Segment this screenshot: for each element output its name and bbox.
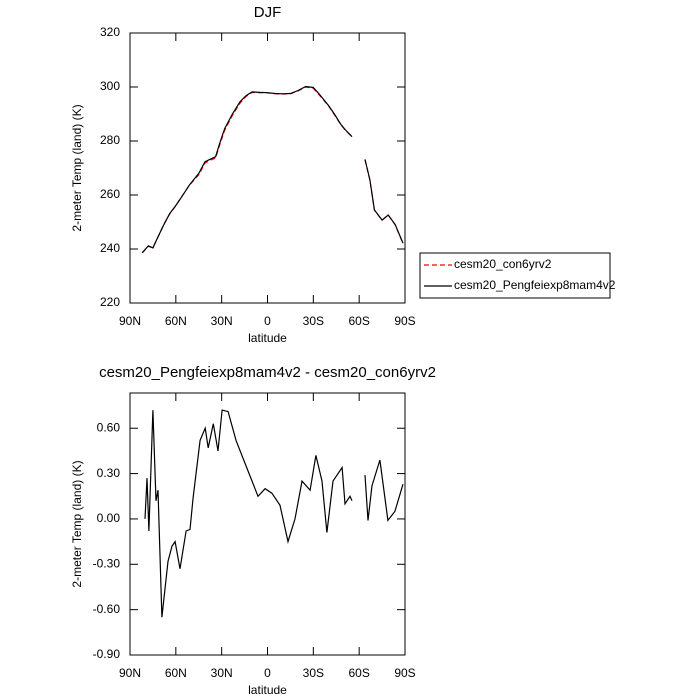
x-axis-label: latitude xyxy=(248,331,287,345)
y-axis-label: 2-meter Temp (land) (K) xyxy=(70,460,84,587)
x-tick-label: 60S xyxy=(348,314,369,328)
series-line xyxy=(141,86,404,254)
series-line xyxy=(141,85,404,254)
y-tick-label: 0.00 xyxy=(97,511,121,525)
x-tick-label: 90S xyxy=(394,314,415,328)
y-tick-label: 0.30 xyxy=(97,466,121,480)
x-tick-label: 30N xyxy=(211,314,233,328)
y-tick-label: 220 xyxy=(100,295,120,309)
legend-label: cesm20_Pengfeiexp8mam4v2 xyxy=(454,278,616,292)
x-tick-label: 60N xyxy=(165,314,187,328)
x-tick-label: 60S xyxy=(348,666,369,680)
plot-frame xyxy=(129,392,406,656)
x-tick-label: 30S xyxy=(303,314,324,328)
y-tick-label: 260 xyxy=(100,187,120,201)
x-axis-label: latitude xyxy=(248,683,287,697)
y-axis-label: 2-meter Temp (land) (K) xyxy=(70,104,84,231)
chart-title: cesm20_Pengfeiexp8mam4v2 - cesm20_con6yr… xyxy=(99,364,436,381)
x-tick-label: 0 xyxy=(264,666,271,680)
y-tick-label: -0.30 xyxy=(93,556,121,570)
x-tick-label: 30S xyxy=(303,666,324,680)
x-tick-label: 30N xyxy=(211,666,233,680)
legend-label: cesm20_con6yrv2 xyxy=(454,257,552,271)
legend-box xyxy=(419,252,611,299)
x-tick-label: 90N xyxy=(119,314,141,328)
y-tick-label: 0.60 xyxy=(97,420,121,434)
y-tick-label: 280 xyxy=(100,133,120,147)
chart-title: DJF xyxy=(254,4,282,21)
y-tick-label: 320 xyxy=(100,25,120,39)
series-line xyxy=(144,409,404,618)
y-tick-label: -0.90 xyxy=(93,647,121,661)
x-tick-label: 0 xyxy=(264,314,271,328)
y-tick-label: 240 xyxy=(100,241,120,255)
y-tick-label: 300 xyxy=(100,79,120,93)
x-tick-label: 60N xyxy=(165,666,187,680)
x-tick-label: 90N xyxy=(119,666,141,680)
y-tick-label: -0.60 xyxy=(93,602,121,616)
plot-frame xyxy=(129,32,406,304)
x-tick-label: 90S xyxy=(394,666,415,680)
